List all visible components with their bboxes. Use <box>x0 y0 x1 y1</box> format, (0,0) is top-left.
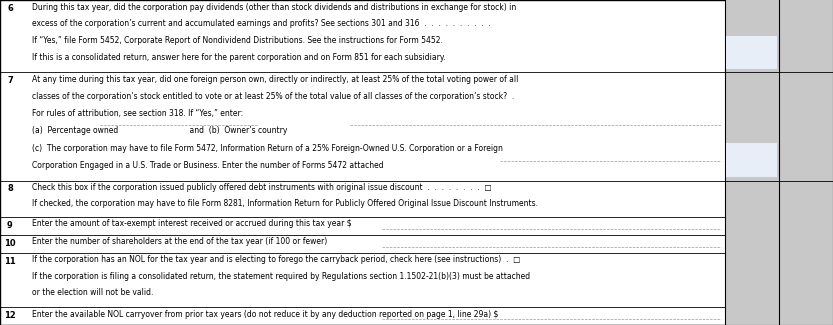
Text: Enter the available NOL carryover from prior tax years (do not reduce it by any : Enter the available NOL carryover from p… <box>32 309 498 318</box>
Text: If this is a consolidated return, answer here for the parent corporation and on : If this is a consolidated return, answer… <box>32 53 446 62</box>
Text: 6: 6 <box>7 4 13 13</box>
Text: classes of the corporation’s stock entitled to vote or at least 25% of the total: classes of the corporation’s stock entit… <box>32 92 514 101</box>
Text: If the corporation is filing a consolidated return, the statement required by Re: If the corporation is filing a consolida… <box>32 272 530 281</box>
Text: If checked, the corporation may have to file Form 8281, Information Return for P: If checked, the corporation may have to … <box>32 199 537 208</box>
Text: For rules of attribution, see section 318. If “Yes,” enter:: For rules of attribution, see section 31… <box>32 109 242 118</box>
Text: At any time during this tax year, did one foreign person own, directly or indire: At any time during this tax year, did on… <box>32 75 518 84</box>
Text: If “Yes,” file Form 5452, Corporate Report of Nondividend Distributions. See the: If “Yes,” file Form 5452, Corporate Repo… <box>32 36 442 45</box>
Text: Check this box if the corporation issued publicly offered debt instruments with : Check this box if the corporation issued… <box>32 183 491 192</box>
Bar <box>726 36 777 69</box>
Text: (a)  Percentage owned                              and  (b)  Owner’s country: (a) Percentage owned and (b) Owner’s cou… <box>32 126 287 136</box>
Bar <box>726 143 777 177</box>
Bar <box>725 0 779 325</box>
Text: (c)  The corporation may have to file Form 5472, Information Return of a 25% For: (c) The corporation may have to file For… <box>32 144 502 153</box>
Text: Enter the number of shareholders at the end of the tax year (if 100 or fewer): Enter the number of shareholders at the … <box>32 237 327 246</box>
Text: During this tax year, did the corporation pay dividends (other than stock divide: During this tax year, did the corporatio… <box>32 3 516 12</box>
Text: Enter the amount of tax-exempt interest received or accrued during this tax year: Enter the amount of tax-exempt interest … <box>32 219 352 228</box>
Text: 12: 12 <box>4 311 16 320</box>
Text: If the corporation has an NOL for the tax year and is electing to forego the car: If the corporation has an NOL for the ta… <box>32 255 520 264</box>
Text: 10: 10 <box>4 239 16 248</box>
Text: excess of the corporation’s current and accumulated earnings and profits? See se: excess of the corporation’s current and … <box>32 20 491 28</box>
Bar <box>779 0 833 325</box>
Text: 11: 11 <box>4 257 16 266</box>
Text: 9: 9 <box>7 221 12 229</box>
Text: Corporation Engaged in a U.S. Trade or Business. Enter the number of Forms 5472 : Corporation Engaged in a U.S. Trade or B… <box>32 161 383 170</box>
Text: 8: 8 <box>7 185 12 193</box>
Text: or the election will not be valid.: or the election will not be valid. <box>32 288 153 297</box>
Text: 7: 7 <box>7 76 12 85</box>
